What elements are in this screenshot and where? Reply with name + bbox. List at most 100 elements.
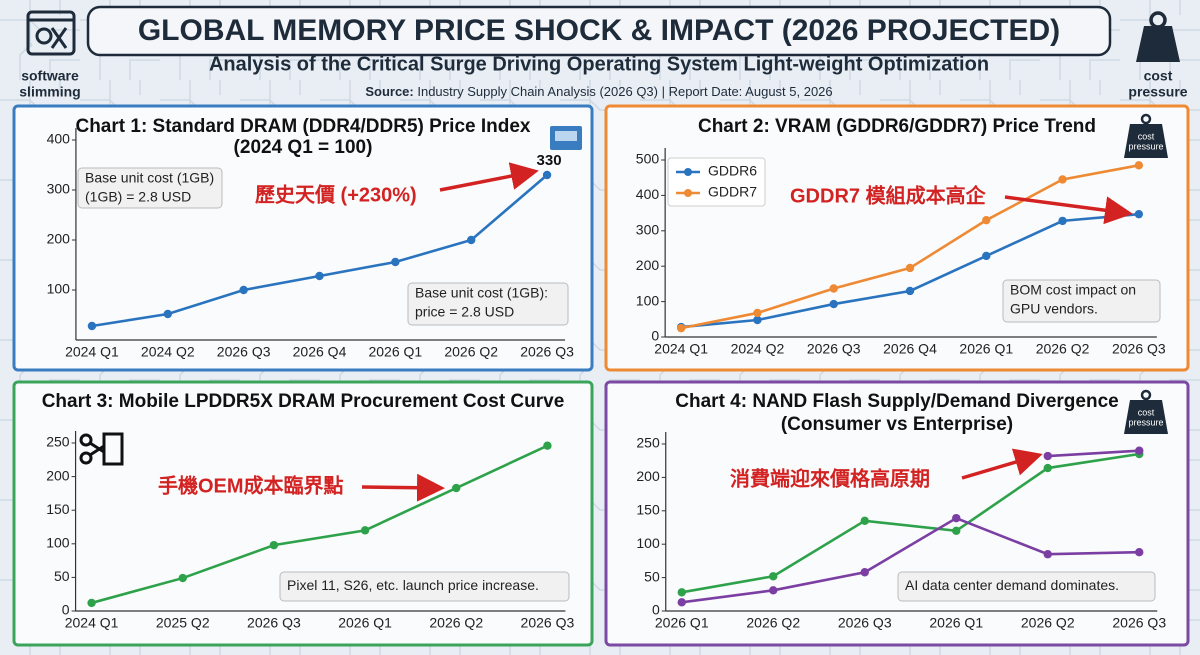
annotation: 歷史天價 (+230%) <box>255 183 417 206</box>
scissors-icon <box>89 441 105 457</box>
data-point <box>952 513 961 523</box>
data-point <box>467 235 476 245</box>
x-tick-label: 2026 Q4 <box>883 341 937 357</box>
data-point <box>1043 451 1052 461</box>
note-text: Base unit cost (1GB): <box>415 285 548 301</box>
data-point <box>452 483 461 493</box>
x-tick-label: 2024 Q1 <box>65 615 119 631</box>
note-text: BOM cost impact on <box>1010 282 1136 298</box>
source-line: Source: Industry Supply Chain Analysis (… <box>365 84 832 99</box>
badge-label: cost <box>1138 131 1155 141</box>
data-point <box>952 526 961 536</box>
x-tick-label: 2026 Q2 <box>429 615 483 631</box>
data-point <box>1043 463 1052 473</box>
y-tick-label: 250 <box>46 434 70 450</box>
source-text: Industry Supply Chain Analysis (2026 Q3)… <box>417 84 832 99</box>
data-point <box>753 315 762 325</box>
y-tick-label: 200 <box>47 231 71 247</box>
data-point <box>1134 209 1144 219</box>
series-line <box>681 452 1140 594</box>
y-tick-label: 250 <box>636 435 660 451</box>
x-tick-label: 2026 Q3 <box>520 344 574 360</box>
x-tick-label: 2026 Q3 <box>247 615 301 631</box>
data-point <box>676 323 686 333</box>
y-tick-label: 300 <box>47 181 71 197</box>
note-box <box>1002 279 1161 323</box>
data-point <box>360 526 370 535</box>
data-point <box>677 588 686 597</box>
y-tick-label: 100 <box>636 292 660 308</box>
scissors-icon <box>79 451 93 465</box>
icon-label: pressure <box>1128 84 1187 100</box>
note-box <box>897 571 1156 602</box>
data-point <box>769 572 778 581</box>
data-point <box>1043 550 1052 559</box>
x-tick-label: 2026 Q2 <box>1036 341 1090 357</box>
data-point <box>982 251 991 261</box>
y-tick-label: 150 <box>46 501 70 517</box>
x-tick-label: 2026 Q2 <box>1021 615 1075 631</box>
y-tick-label: 200 <box>46 467 70 483</box>
data-point <box>178 573 187 583</box>
note-text: (1GB) = 2.8 USD <box>85 189 191 205</box>
data-point <box>1058 175 1067 184</box>
badge-label: pressure <box>1128 417 1163 427</box>
data-point <box>239 285 248 295</box>
chart-title: Chart 4: NAND Flash Supply/Demand Diverg… <box>675 391 1118 412</box>
data-point <box>1135 548 1144 557</box>
y-tick-label: 100 <box>636 535 660 551</box>
y-tick-label: 500 <box>636 151 660 167</box>
chart-title: Chart 2: VRAM (GDDR6/GDDR7) Price Trend <box>698 116 1096 137</box>
y-tick-label: 0 <box>652 602 660 618</box>
weight-icon <box>1136 11 1180 62</box>
note-text: price = 2.8 USD <box>415 304 514 320</box>
series-line <box>91 444 548 605</box>
series-line <box>1047 449 1140 458</box>
x-tick-label: 2026 Q2 <box>444 344 498 360</box>
x-tick-label: 2026 Q2 <box>746 615 800 631</box>
icon-label: cost <box>1144 68 1173 84</box>
x-tick-label: 2026 Q4 <box>293 344 347 360</box>
x-tick-label: 2024 Q1 <box>654 341 708 357</box>
data-point <box>829 284 838 293</box>
title-box <box>86 5 1112 57</box>
badge-icon <box>1124 400 1168 434</box>
x-tick-label: 2026 Q3 <box>217 344 271 360</box>
chart-subtitle: (2024 Q1 = 100) <box>234 137 373 158</box>
badge-icon <box>1140 113 1152 125</box>
legend-swatch <box>684 189 692 197</box>
data-point <box>860 516 869 526</box>
badge-icon <box>1140 389 1152 401</box>
y-tick-label: 150 <box>636 502 660 518</box>
x-tick-label: 2024 Q2 <box>141 344 195 360</box>
annotation: GDDR7 模組成本高企 <box>790 183 987 207</box>
x-tick-label: 2026 Q3 <box>807 341 861 357</box>
x-tick-label: 2026 Q3 <box>1112 615 1166 631</box>
series-line <box>681 516 1140 604</box>
x-tick-label: 2026 Q1 <box>338 615 392 631</box>
chart-title: Chart 3: Mobile LPDDR5X DRAM Procurement… <box>42 391 565 412</box>
data-point <box>391 257 400 267</box>
data-label: 330 <box>537 152 562 169</box>
annotation-arrow <box>361 473 445 502</box>
badge-label: pressure <box>1128 141 1163 151</box>
page-title: GLOBAL MEMORY PRICE SHOCK & IMPACT (2026… <box>138 14 1060 47</box>
y-tick-label: 0 <box>651 328 659 344</box>
data-point <box>542 170 552 180</box>
x-tick-label: 2026 Q3 <box>838 615 892 631</box>
page-subtitle: Analysis of the Critical Surge Driving O… <box>209 53 989 75</box>
x-tick-label: 2026 Q1 <box>929 615 983 631</box>
data-point <box>677 598 686 607</box>
data-point <box>982 215 991 225</box>
legend-label: GDDR7 <box>708 184 757 200</box>
y-tick-label: 100 <box>46 535 70 551</box>
y-tick-label: 400 <box>47 131 71 147</box>
note-text: GPU vendors. <box>1010 301 1098 317</box>
legend-swatch <box>684 168 692 176</box>
badge-label: cost <box>1138 407 1155 417</box>
x-tick-label: 2026 Q1 <box>655 615 709 631</box>
data-point <box>315 271 324 281</box>
panel <box>604 104 1190 372</box>
note-box <box>77 167 223 209</box>
